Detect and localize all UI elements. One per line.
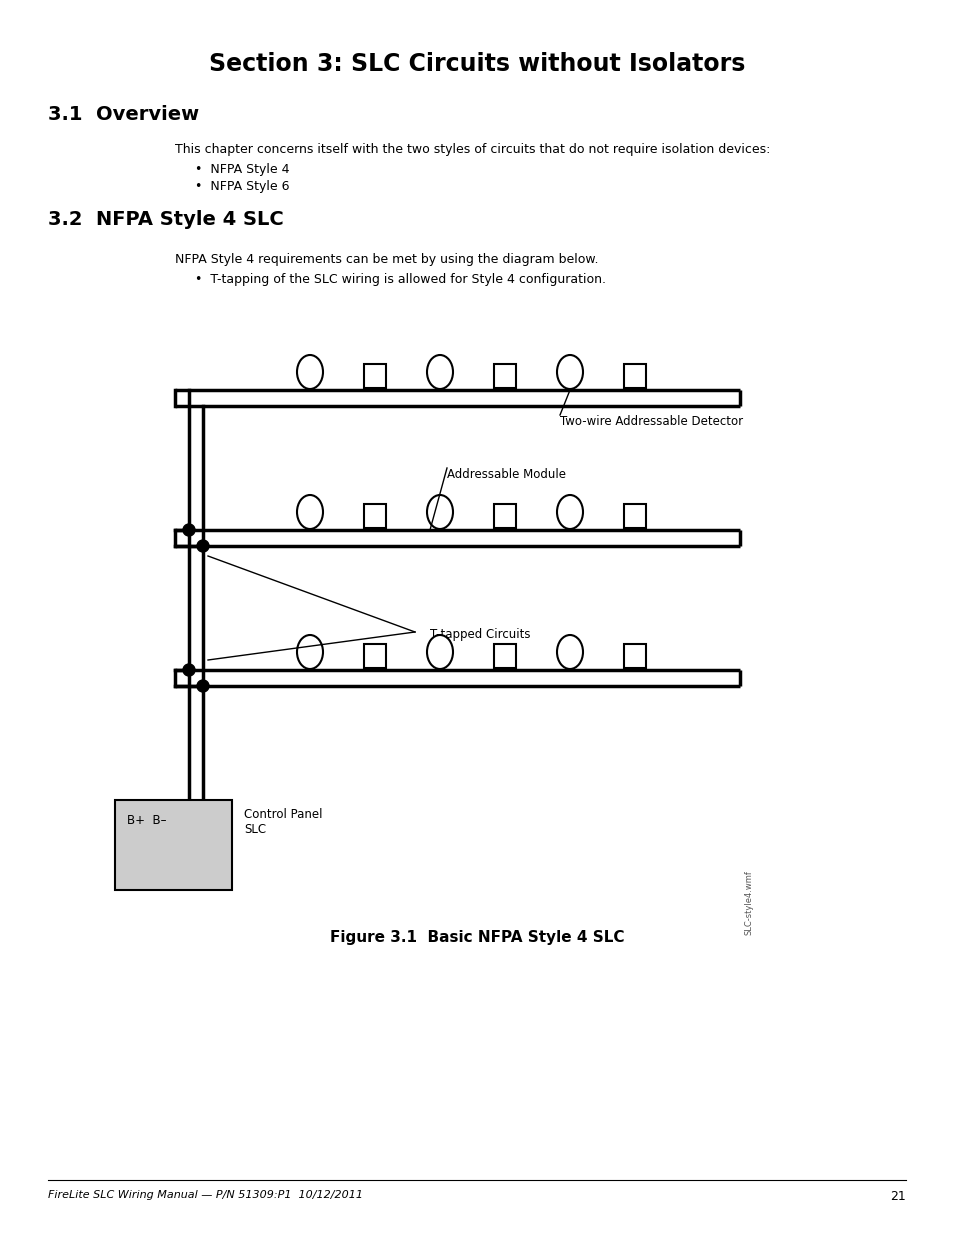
- Text: T-tapped Circuits: T-tapped Circuits: [430, 629, 530, 641]
- Text: Addressable Module: Addressable Module: [447, 468, 565, 480]
- Bar: [494, 504, 516, 529]
- Circle shape: [196, 680, 209, 692]
- Bar: [623, 364, 645, 388]
- Text: B+  B–: B+ B–: [127, 814, 167, 827]
- Bar: [364, 364, 386, 388]
- Text: SLC-style4.wmf: SLC-style4.wmf: [744, 869, 753, 935]
- Ellipse shape: [296, 635, 323, 669]
- Text: 21: 21: [889, 1191, 905, 1203]
- Ellipse shape: [427, 495, 453, 529]
- Text: Figure 3.1  Basic NFPA Style 4 SLC: Figure 3.1 Basic NFPA Style 4 SLC: [330, 930, 623, 945]
- Ellipse shape: [427, 354, 453, 389]
- Bar: [623, 504, 645, 529]
- Text: •  NFPA Style 6: • NFPA Style 6: [194, 180, 289, 193]
- Text: 3.2  NFPA Style 4 SLC: 3.2 NFPA Style 4 SLC: [48, 210, 283, 228]
- Bar: [623, 643, 645, 668]
- Text: •  T-tapping of the SLC wiring is allowed for Style 4 configuration.: • T-tapping of the SLC wiring is allowed…: [194, 273, 605, 287]
- Ellipse shape: [296, 354, 323, 389]
- Bar: [115, 800, 232, 890]
- Text: Two-wire Addressable Detector: Two-wire Addressable Detector: [559, 415, 742, 429]
- Ellipse shape: [296, 495, 323, 529]
- Text: NFPA Style 4 requirements can be met by using the diagram below.: NFPA Style 4 requirements can be met by …: [174, 253, 598, 266]
- Circle shape: [183, 524, 194, 536]
- Circle shape: [196, 540, 209, 552]
- Bar: [494, 643, 516, 668]
- Circle shape: [183, 664, 194, 676]
- Ellipse shape: [557, 495, 582, 529]
- Text: Control Panel
SLC: Control Panel SLC: [244, 808, 322, 836]
- Bar: [364, 643, 386, 668]
- Text: •  NFPA Style 4: • NFPA Style 4: [194, 163, 289, 177]
- Text: FireLite SLC Wiring Manual — P/N 51309:P1  10/12/2011: FireLite SLC Wiring Manual — P/N 51309:P…: [48, 1191, 363, 1200]
- Text: Section 3: SLC Circuits without Isolators: Section 3: SLC Circuits without Isolator…: [209, 52, 744, 77]
- Bar: [494, 364, 516, 388]
- Ellipse shape: [557, 635, 582, 669]
- Ellipse shape: [557, 354, 582, 389]
- Bar: [364, 504, 386, 529]
- Ellipse shape: [427, 635, 453, 669]
- Text: This chapter concerns itself with the two styles of circuits that do not require: This chapter concerns itself with the tw…: [174, 143, 770, 156]
- Text: 3.1  Overview: 3.1 Overview: [48, 105, 199, 124]
